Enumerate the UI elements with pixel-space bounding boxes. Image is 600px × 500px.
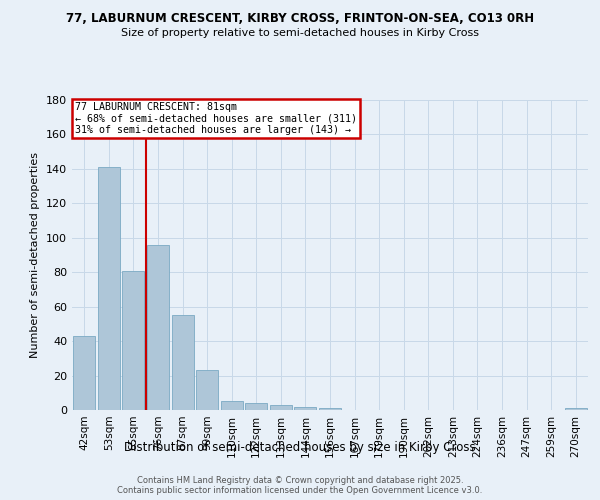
Bar [73, 336, 95, 410]
Text: Contains HM Land Registry data © Crown copyright and database right 2025.
Contai: Contains HM Land Registry data © Crown c… [118, 476, 482, 495]
Bar [319, 408, 341, 410]
Y-axis label: Number of semi-detached properties: Number of semi-detached properties [31, 152, 40, 358]
Text: 77, LABURNUM CRESCENT, KIRBY CROSS, FRINTON-ON-SEA, CO13 0RH: 77, LABURNUM CRESCENT, KIRBY CROSS, FRIN… [66, 12, 534, 26]
Bar [221, 402, 243, 410]
Bar [565, 408, 587, 410]
Bar [270, 405, 292, 410]
Bar [295, 406, 316, 410]
Bar [172, 316, 194, 410]
Bar [245, 403, 268, 410]
Bar [196, 370, 218, 410]
Text: Size of property relative to semi-detached houses in Kirby Cross: Size of property relative to semi-detach… [121, 28, 479, 38]
Bar [122, 270, 145, 410]
Text: Distribution of semi-detached houses by size in Kirby Cross: Distribution of semi-detached houses by … [124, 441, 476, 454]
Bar [98, 167, 120, 410]
Text: 77 LABURNUM CRESCENT: 81sqm
← 68% of semi-detached houses are smaller (311)
31% : 77 LABURNUM CRESCENT: 81sqm ← 68% of sem… [74, 102, 356, 134]
Bar [147, 244, 169, 410]
